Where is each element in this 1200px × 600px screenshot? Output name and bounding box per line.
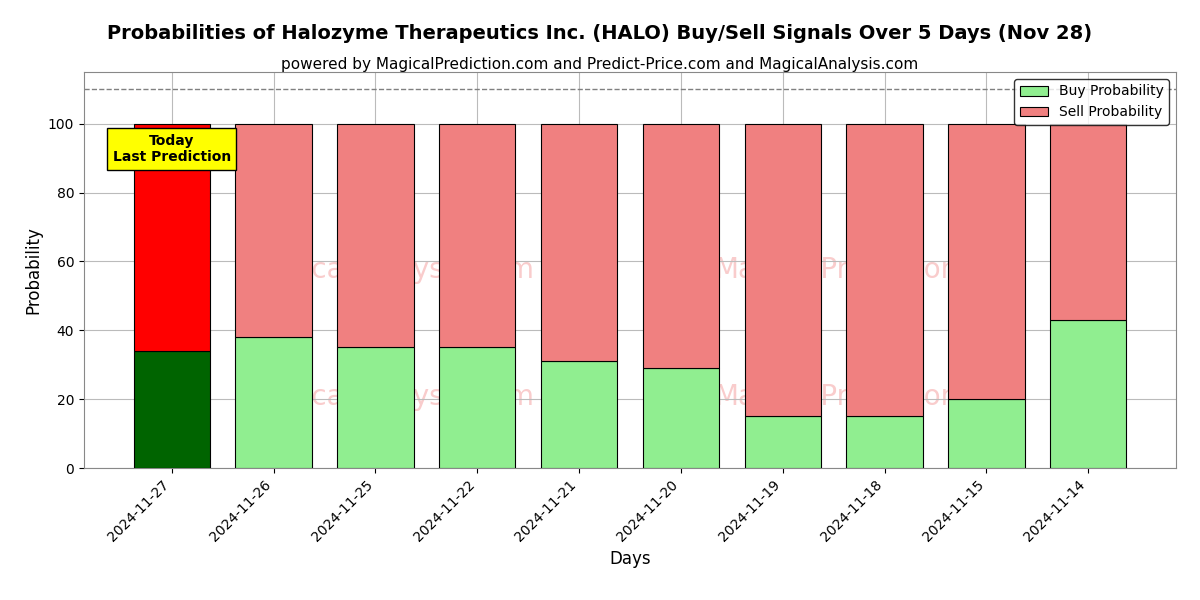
- Text: MagicalPrediction.com: MagicalPrediction.com: [714, 256, 1026, 284]
- Bar: [133, 351, 210, 468]
- Bar: [846, 124, 923, 416]
- Text: powered by MagicalPrediction.com and Predict-Price.com and MagicalAnalysis.com: powered by MagicalPrediction.com and Pre…: [281, 57, 919, 72]
- Bar: [439, 124, 516, 347]
- Bar: [133, 124, 210, 351]
- Bar: [1050, 320, 1127, 468]
- Text: MagicalAnalysis.com: MagicalAnalysis.com: [245, 383, 534, 411]
- Legend: Buy Probability, Sell Probability: Buy Probability, Sell Probability: [1014, 79, 1169, 125]
- Bar: [744, 124, 821, 416]
- Bar: [337, 347, 414, 468]
- Bar: [643, 124, 719, 368]
- Text: Probabilities of Halozyme Therapeutics Inc. (HALO) Buy/Sell Signals Over 5 Days : Probabilities of Halozyme Therapeutics I…: [108, 24, 1092, 43]
- Y-axis label: Probability: Probability: [24, 226, 42, 314]
- Bar: [235, 124, 312, 337]
- Bar: [643, 368, 719, 468]
- Bar: [337, 124, 414, 347]
- Text: MagicalAnalysis.com: MagicalAnalysis.com: [245, 256, 534, 284]
- Bar: [235, 337, 312, 468]
- Text: Today
Last Prediction: Today Last Prediction: [113, 134, 230, 164]
- Bar: [541, 361, 617, 468]
- Bar: [948, 124, 1025, 399]
- X-axis label: Days: Days: [610, 550, 650, 568]
- Text: MagicalPrediction.com: MagicalPrediction.com: [714, 383, 1026, 411]
- Bar: [846, 416, 923, 468]
- Bar: [948, 399, 1025, 468]
- Bar: [744, 416, 821, 468]
- Bar: [439, 347, 516, 468]
- Bar: [541, 124, 617, 361]
- Bar: [1050, 124, 1127, 320]
